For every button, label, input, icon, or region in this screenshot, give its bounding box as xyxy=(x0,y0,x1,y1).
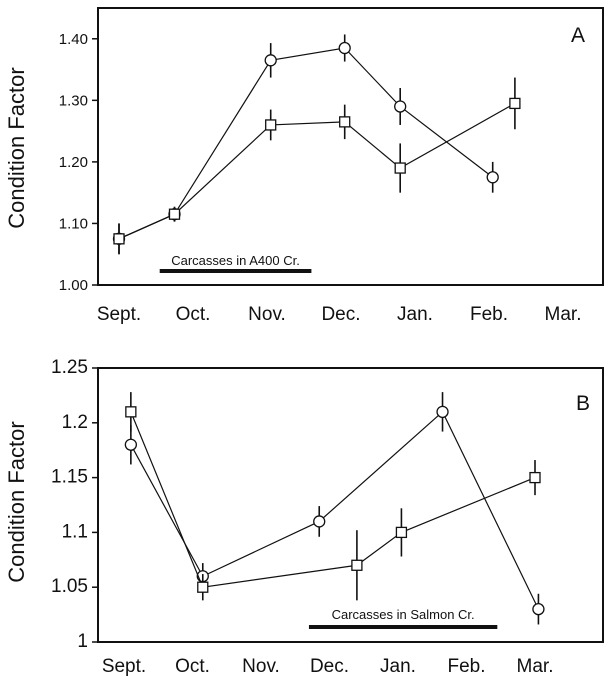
x-tick-label: Feb. xyxy=(470,304,508,325)
carcass-annotation: Carcasses in Salmon Cr. xyxy=(332,607,475,622)
data-point-square xyxy=(113,233,125,245)
x-tick-label: Jan. xyxy=(380,656,416,677)
y-axis-label: Condition Factor xyxy=(4,421,29,582)
data-point-square xyxy=(197,581,209,593)
y-tick-label: 1.00 xyxy=(59,277,88,294)
data-point-circle xyxy=(264,54,277,67)
x-tick-label: Mar. xyxy=(545,304,582,325)
y-tick-label: 1.40 xyxy=(59,31,88,48)
plot-frame xyxy=(97,7,604,286)
x-tick-label: Oct. xyxy=(176,304,211,325)
x-tick-label: Nov. xyxy=(242,656,280,677)
chart-panel-b: 1 1.05 1.1 1.15 1.2 1.25 Sept. Oct. Nov. Dec. Jan.… xyxy=(4,357,604,677)
chart-panel-a: 1.00 1.10 1.20 1.30 1.40 Sept. Oct. Nov. Dec. Jan… xyxy=(4,7,604,325)
y-tick-label: 1.30 xyxy=(59,92,88,109)
data-point-circle xyxy=(394,100,407,113)
x-tick-label: Sept. xyxy=(102,656,146,677)
panel-label: A xyxy=(571,24,585,47)
data-point-square xyxy=(395,526,408,539)
x-tick-label: Nov. xyxy=(248,304,286,325)
y-tick-label: 1 xyxy=(77,631,88,652)
data-point-circle xyxy=(338,41,351,55)
x-tick-label: Dec. xyxy=(310,656,349,677)
data-point-square xyxy=(529,471,541,484)
x-tick-label: Dec. xyxy=(321,304,360,325)
y-tick-label: 1.1 xyxy=(62,521,88,542)
data-point-circle xyxy=(124,438,138,451)
y-tick-label: 1.05 xyxy=(51,576,88,597)
x-tick-label: Sept. xyxy=(97,304,141,325)
data-point-square xyxy=(351,559,363,571)
plot-frame xyxy=(97,367,604,643)
data-point-square xyxy=(394,162,406,174)
data-point-circle xyxy=(313,515,326,528)
y-tick-label: 1.25 xyxy=(51,357,88,378)
x-tick-label: Mar. xyxy=(517,656,554,677)
series-line-circle xyxy=(130,410,539,610)
data-point-circle xyxy=(436,405,449,418)
x-tick-label: Oct. xyxy=(175,656,210,677)
data-point-circle xyxy=(532,602,545,616)
y-tick-label: 1.15 xyxy=(51,467,88,488)
y-tick-label: 1.20 xyxy=(59,154,88,171)
data-point-square xyxy=(265,119,277,131)
x-tick-label: Jan. xyxy=(397,304,433,325)
data-point-square xyxy=(339,116,351,128)
x-tick-label: Feb. xyxy=(447,656,485,677)
data-point-square xyxy=(168,208,181,220)
data-point-square xyxy=(125,406,137,418)
y-axis-label: Condition Factor xyxy=(4,67,29,228)
series-line-square xyxy=(118,102,516,240)
y-tick-label: 1.10 xyxy=(59,215,88,232)
data-point-circle xyxy=(486,171,499,184)
series-line-square xyxy=(130,411,536,588)
data-point-square xyxy=(509,97,521,110)
y-tick-label: 1.2 xyxy=(62,412,88,433)
carcass-annotation: Carcasses in A400 Cr. xyxy=(171,253,300,268)
panel-label: B xyxy=(576,392,590,415)
